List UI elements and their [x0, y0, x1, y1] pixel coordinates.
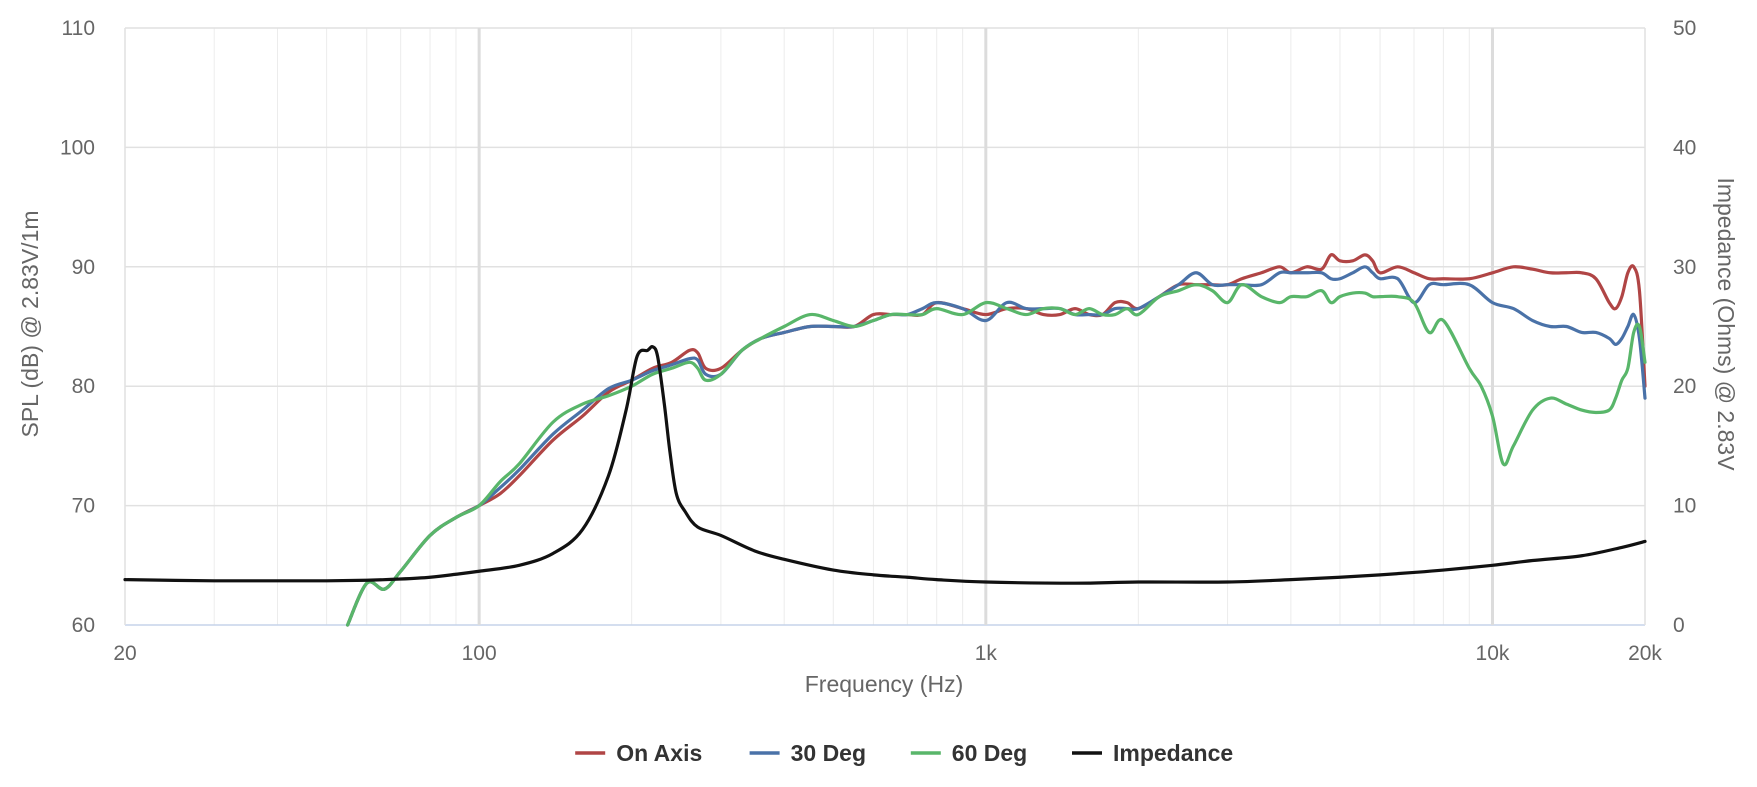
series-line-30-deg [346, 265, 1647, 627]
legend-item-60-deg[interactable]: 60 Deg [910, 740, 1027, 766]
series-line-60-deg [346, 283, 1647, 627]
y-right-tick-label: 10 [1673, 495, 1696, 518]
y-left-tick-label: 110 [62, 17, 95, 40]
legend-item-on-axis[interactable]: On Axis [575, 740, 702, 766]
y-right-tick-label: 40 [1673, 136, 1696, 159]
y-right-tick-label: 50 [1673, 17, 1696, 40]
legend-label: Impedance [1113, 740, 1233, 766]
y-right-tick-label: 20 [1673, 375, 1696, 398]
legend-label: 30 Deg [791, 740, 866, 766]
legend-item-30-deg[interactable]: 30 Deg [749, 740, 866, 766]
y-right-tick-label: 0 [1673, 614, 1685, 637]
y-left-tick-label: 70 [72, 495, 95, 518]
x-axis-title: Frequency (Hz) [805, 671, 963, 697]
series-layer [123, 253, 1647, 627]
legend-label: On Axis [616, 740, 702, 766]
legend: On Axis 30 Deg 60 Deg Impedance [575, 740, 1233, 766]
tick-label-layer: 20 100 1k 10k 20k 60 70 80 90 100 110 0 10 20 30 40 50 [60, 17, 1696, 665]
x-tick-label: 20 [113, 642, 136, 665]
legend-item-impedance[interactable]: Impedance [1072, 740, 1233, 766]
series-line-impedance [123, 345, 1647, 585]
y-left-tick-label: 100 [60, 136, 95, 159]
y-axis-right-title: Impedance (Ohms) @ 2.83V [1713, 177, 1739, 471]
y-left-tick-label: 80 [72, 375, 95, 398]
legend-label: 60 Deg [952, 740, 1027, 766]
grid-layer [124, 27, 1646, 626]
x-tick-label: 100 [462, 642, 497, 665]
x-tick-label: 10k [1476, 642, 1510, 665]
y-right-tick-label: 30 [1673, 256, 1696, 279]
y-axis-left-title: SPL (dB) @ 2.83V/1m [17, 210, 43, 437]
y-left-tick-label: 90 [72, 256, 95, 279]
x-tick-label: 20k [1628, 642, 1662, 665]
series-line-on-axis [346, 253, 1647, 627]
y-left-tick-label: 60 [72, 614, 95, 637]
x-tick-label: 1k [975, 642, 998, 665]
